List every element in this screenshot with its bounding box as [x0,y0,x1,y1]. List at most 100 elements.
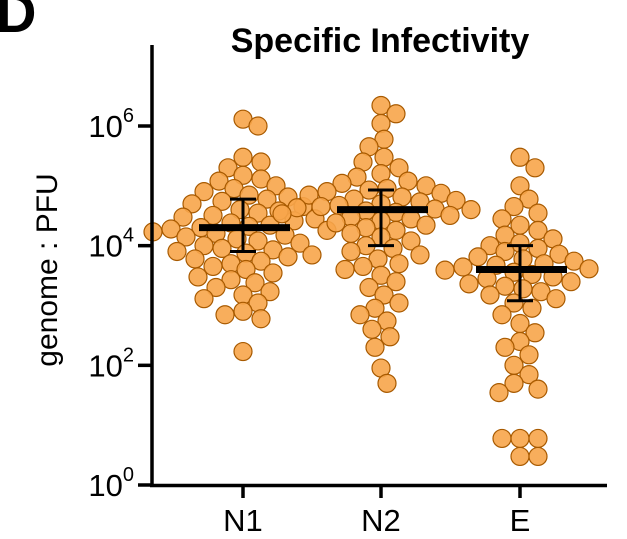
data-point [212,191,232,211]
data-point [377,373,397,393]
data-point [386,104,406,124]
y-axis-label: genome : PFU [31,173,64,366]
data-point [299,185,319,205]
data-point [233,147,253,167]
data-point [528,446,548,467]
data-point [233,165,253,185]
data-point [236,259,256,280]
data-points [143,95,599,467]
y-axis-ticks: 100 102 104 106 [88,105,152,503]
data-point [528,379,548,399]
data-point [389,158,409,178]
data-point [525,323,545,343]
data-point [266,176,286,196]
data-point [492,209,512,229]
data-point [401,231,421,251]
data-point [167,241,187,262]
data-point [350,305,370,325]
data-point [311,196,331,217]
data-point [194,289,214,309]
data-point [248,203,268,223]
data-point [492,305,512,325]
data-point [302,245,322,265]
x-axis-ticks: N1 N2 E [223,485,530,538]
data-point [504,373,524,393]
data-point [564,251,584,271]
data-point [459,274,479,294]
data-point [203,256,223,277]
data-point [398,171,418,191]
data-point [251,309,271,329]
data-point [176,227,196,247]
data-point [546,289,566,309]
y-tick-label: 104 [88,225,134,264]
data-point [362,319,382,339]
y-tick-label: 100 [88,464,134,503]
y-tick-label: 102 [88,344,134,383]
data-point [461,200,481,220]
data-point [233,341,253,362]
data-point [212,238,232,259]
data-point [332,173,352,193]
data-point [489,383,509,403]
data-point [260,282,280,302]
x-tick-label: N1 [223,503,263,538]
data-point [480,285,500,305]
data-point [365,337,385,357]
data-point [248,231,268,251]
data-point [206,277,226,298]
x-tick-label: E [510,503,531,538]
data-point [182,194,202,214]
data-point [173,207,193,227]
data-point [371,113,391,134]
data-point [251,251,271,271]
data-point [233,301,253,321]
data-point [525,158,545,178]
data-point [389,254,409,274]
data-point [561,272,581,292]
data-point [510,428,530,449]
data-point [579,259,599,279]
data-point [528,428,548,449]
data-point [335,259,355,280]
data-point [290,233,310,253]
data-point [410,245,430,265]
summary-bars [199,188,567,303]
data-point [251,152,271,172]
data-point [519,345,539,365]
data-point [386,272,406,292]
data-point [435,260,455,280]
data-point [468,247,488,267]
data-point [272,204,292,224]
data-point [215,305,235,325]
panel-letter: D [0,0,36,44]
data-point [341,241,361,262]
data-point [495,337,515,357]
data-point [510,147,530,167]
data-point [528,203,548,223]
data-point [510,446,530,467]
data-point [248,116,268,136]
data-point [380,327,400,347]
data-point [374,147,394,167]
data-point [341,223,361,244]
data-point [353,256,373,277]
data-point [522,298,542,318]
data-point [519,365,539,385]
data-point [263,263,283,283]
data-point [221,270,241,290]
data-point [278,247,298,267]
data-point [326,213,346,233]
chart-title: Specific Infectivity [231,22,530,60]
data-point [374,285,394,305]
data-point [188,267,208,287]
data-point [440,205,460,226]
data-point [416,215,436,235]
data-point [257,189,277,209]
data-point [245,273,265,293]
data-point [453,257,473,277]
data-point [510,176,530,196]
data-point [194,182,214,202]
data-point [185,249,205,269]
